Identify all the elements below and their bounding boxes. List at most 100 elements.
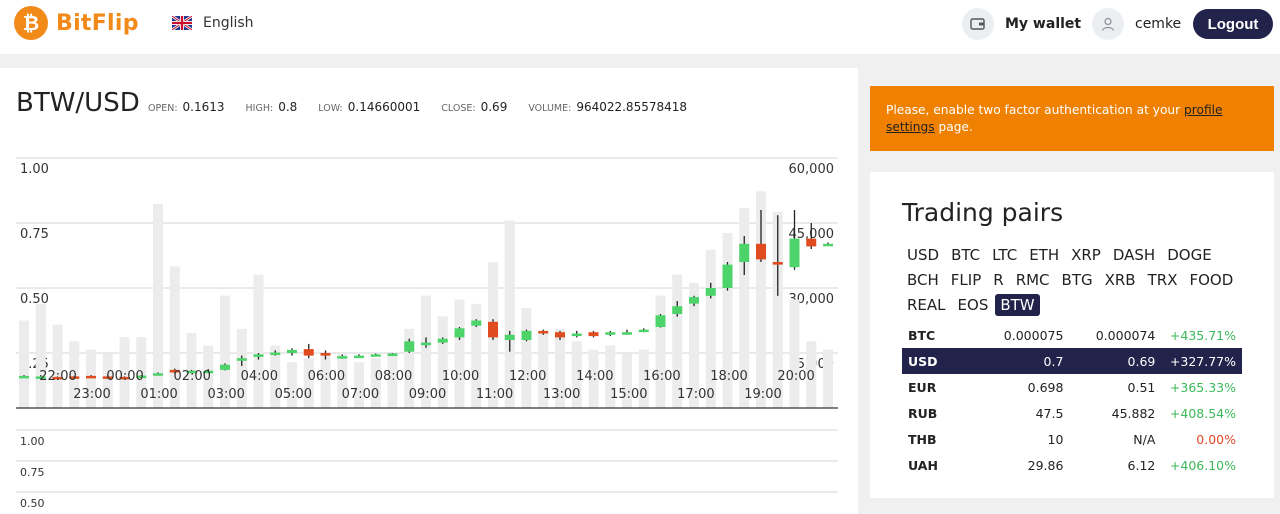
- language-selector[interactable]: English: [172, 15, 254, 31]
- volume-bar: [119, 337, 130, 408]
- logout-button[interactable]: Logout: [1193, 9, 1273, 39]
- rate-change: +406.10%: [1169, 457, 1236, 473]
- price-tick-label: 1.00: [20, 162, 49, 177]
- candle-up: [689, 297, 699, 304]
- volume-bar: [521, 308, 532, 408]
- rate-row-uah[interactable]: UAH 29.86 6.12 +406.10%: [902, 452, 1242, 478]
- rate-row-usd[interactable]: USD 0.7 0.69 +327.77%: [902, 348, 1242, 374]
- rate-v2: 0.000074: [1095, 327, 1156, 343]
- volume-bar: [136, 337, 147, 408]
- pair-tab-eth[interactable]: ETH: [1029, 246, 1060, 264]
- ohlc-stats: OPEN: 0.1613 HIGH: 0.8 LOW: 0.14660001 C…: [148, 100, 687, 114]
- volume-bar: [588, 349, 599, 408]
- close-value: 0.69: [480, 100, 508, 114]
- candle-up: [571, 333, 582, 337]
- volume-bar: [253, 274, 264, 408]
- volume-bar: [672, 274, 683, 408]
- user-profile[interactable]: cemke: [1092, 8, 1181, 40]
- candle-down: [806, 238, 817, 247]
- volume-bar: [605, 345, 616, 408]
- pair-tab-dash[interactable]: DASH: [1112, 246, 1156, 264]
- candle-up: [722, 264, 733, 288]
- volume-label: VOLUME:: [528, 103, 572, 114]
- candle-down: [320, 353, 331, 356]
- time-label: 13:00: [543, 387, 580, 402]
- candle-up: [370, 354, 381, 357]
- pair-tab-btg[interactable]: BTG: [1061, 271, 1093, 289]
- candle-up: [354, 355, 364, 359]
- candle-up: [454, 328, 465, 338]
- time-label: 05:00: [275, 387, 312, 402]
- volume-bar: [203, 345, 214, 408]
- pair-tab-doge[interactable]: DOGE: [1167, 246, 1212, 264]
- pair-tab-trx[interactable]: TRX: [1147, 271, 1178, 289]
- my-wallet-link[interactable]: My wallet: [962, 8, 1081, 40]
- candle-down: [52, 376, 63, 380]
- candle-up: [521, 330, 532, 340]
- high-value: 0.8: [278, 100, 298, 114]
- rate-currency: BTC: [908, 327, 936, 343]
- candle-up: [236, 358, 247, 361]
- rate-change: +365.33%: [1169, 379, 1236, 395]
- rate-currency: EUR: [908, 379, 937, 395]
- rate-row-thb[interactable]: THB 10 N/A 0.00%: [902, 426, 1242, 452]
- volume-bar: [69, 341, 80, 408]
- volume-bar: [655, 295, 666, 408]
- volume-bar: [689, 283, 699, 408]
- candle-up: [739, 243, 750, 262]
- pair-tab-rmc[interactable]: RMC: [1015, 271, 1050, 289]
- rate-v1: 0.698: [1027, 379, 1064, 395]
- pair-tab-r[interactable]: R: [993, 271, 1004, 289]
- candle-up: [421, 342, 431, 346]
- volume-bar: [722, 233, 733, 408]
- pair-tab-flip[interactable]: FLIP: [950, 271, 982, 289]
- rate-row-rub[interactable]: RUB 47.5 45.882 +408.54%: [902, 400, 1242, 426]
- volume-bar: [571, 341, 582, 408]
- candle-up: [437, 338, 448, 343]
- pair-tab-ltc[interactable]: LTC: [992, 246, 1018, 264]
- pair-tab-real[interactable]: REAL: [907, 296, 946, 314]
- volume-bar: [538, 333, 549, 408]
- time-label: 19:00: [744, 387, 781, 402]
- pair-tab-bch[interactable]: BCH: [907, 271, 939, 289]
- volume-bar: [387, 353, 398, 408]
- time-label: 03:00: [207, 387, 244, 402]
- pair-tab-btc[interactable]: BTC: [951, 246, 981, 264]
- candlestick-chart[interactable]: 1.000.750.500.2560,00045,00030,00015,000…: [0, 68, 858, 514]
- rate-v2: 45.882: [1111, 405, 1156, 421]
- logo[interactable]: ₿ BitFlip: [14, 6, 139, 40]
- rate-v2: 0.69: [1063, 348, 1156, 374]
- volume-bar: [270, 345, 281, 408]
- rate-v1: 0.7: [959, 348, 1064, 374]
- volume-bar: [370, 358, 381, 408]
- profile-settings-link[interactable]: profile settings: [886, 103, 1223, 134]
- candle-down: [555, 332, 565, 338]
- candle-down: [488, 321, 498, 338]
- top-navbar: ₿ BitFlip English My wallet cemke Logout: [0, 0, 1280, 54]
- volume-bar: [52, 324, 63, 408]
- volume-bar: [320, 353, 331, 408]
- pair-tab-btw[interactable]: BTW: [995, 294, 1040, 316]
- rate-row-btc[interactable]: BTC 0.000075 0.000074 +435.71%: [902, 322, 1242, 348]
- time-label: 20:00: [777, 369, 814, 384]
- candle-up: [270, 352, 281, 355]
- rate-currency: THB: [908, 431, 937, 447]
- pair-tab-eos[interactable]: EOS: [957, 296, 989, 314]
- low-value: 0.14660001: [347, 100, 421, 114]
- candle-down: [303, 349, 314, 356]
- pair-tab-usd[interactable]: USD: [907, 246, 940, 264]
- pair-tab-food[interactable]: FOOD: [1189, 271, 1234, 289]
- wallet-label: My wallet: [1005, 16, 1082, 32]
- pair-tab-xrp[interactable]: XRP: [1071, 246, 1101, 264]
- lower-tick-label: 0.50: [20, 497, 45, 510]
- volume-bar: [454, 299, 465, 408]
- volume-bar: [220, 295, 230, 408]
- volume-bar: [772, 212, 783, 408]
- candle-down: [169, 369, 180, 373]
- candle-up: [672, 306, 683, 314]
- pair-title: BTW/USD: [16, 88, 140, 118]
- rate-v1: 0.000075: [1003, 327, 1064, 343]
- pair-tab-xrb[interactable]: XRB: [1104, 271, 1136, 289]
- rate-row-eur[interactable]: EUR 0.698 0.51 +365.33%: [902, 374, 1242, 400]
- rate-change: +327.77%: [1155, 348, 1242, 374]
